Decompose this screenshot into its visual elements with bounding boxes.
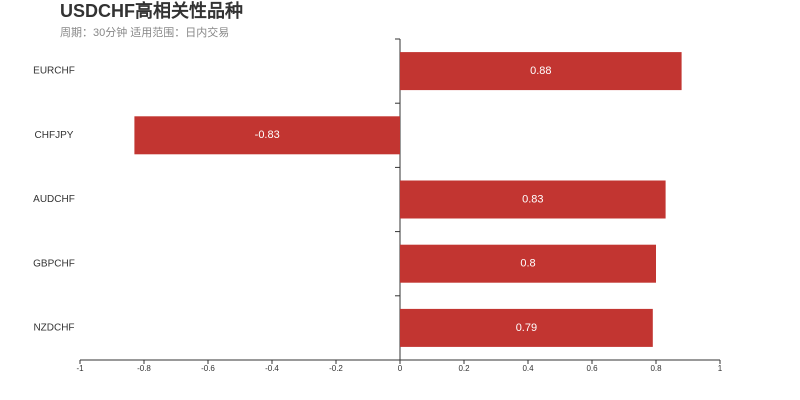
x-tick-label: -0.4 — [265, 364, 279, 373]
y-tick-label: AUDCHF — [33, 194, 75, 205]
value-label: 0.8 — [520, 258, 535, 270]
x-tick-label: 0 — [398, 364, 403, 373]
value-label: -0.83 — [255, 129, 280, 141]
bar — [400, 308, 653, 347]
bar — [400, 52, 682, 91]
value-label: 0.83 — [522, 193, 543, 205]
value-label: 0.88 — [530, 65, 551, 77]
y-tick-label: CHFJPY — [35, 130, 74, 141]
x-tick-label: -0.6 — [201, 364, 215, 373]
bar — [134, 116, 400, 155]
x-tick-label: -0.2 — [329, 364, 343, 373]
x-tick-label: 0.2 — [458, 364, 470, 373]
chart-subtitle: 周期：30分钟 适用范围：日内交易 — [60, 25, 229, 39]
bar — [400, 180, 666, 219]
bar — [400, 244, 656, 283]
x-tick-label: 0.4 — [522, 364, 534, 373]
x-tick-label: 0.6 — [586, 364, 598, 373]
x-tick-label: 1 — [718, 364, 723, 373]
chart-title: USDCHF高相关性品种 — [60, 0, 243, 21]
x-tick-label: 0.8 — [650, 364, 662, 373]
x-tick-label: -0.8 — [137, 364, 151, 373]
x-tick-label: -1 — [76, 364, 84, 373]
value-label: 0.79 — [516, 322, 537, 334]
y-tick-label: EURCHF — [33, 66, 75, 77]
y-tick-label: NZDCHF — [33, 323, 74, 334]
y-tick-label: GBPCHF — [33, 258, 75, 269]
